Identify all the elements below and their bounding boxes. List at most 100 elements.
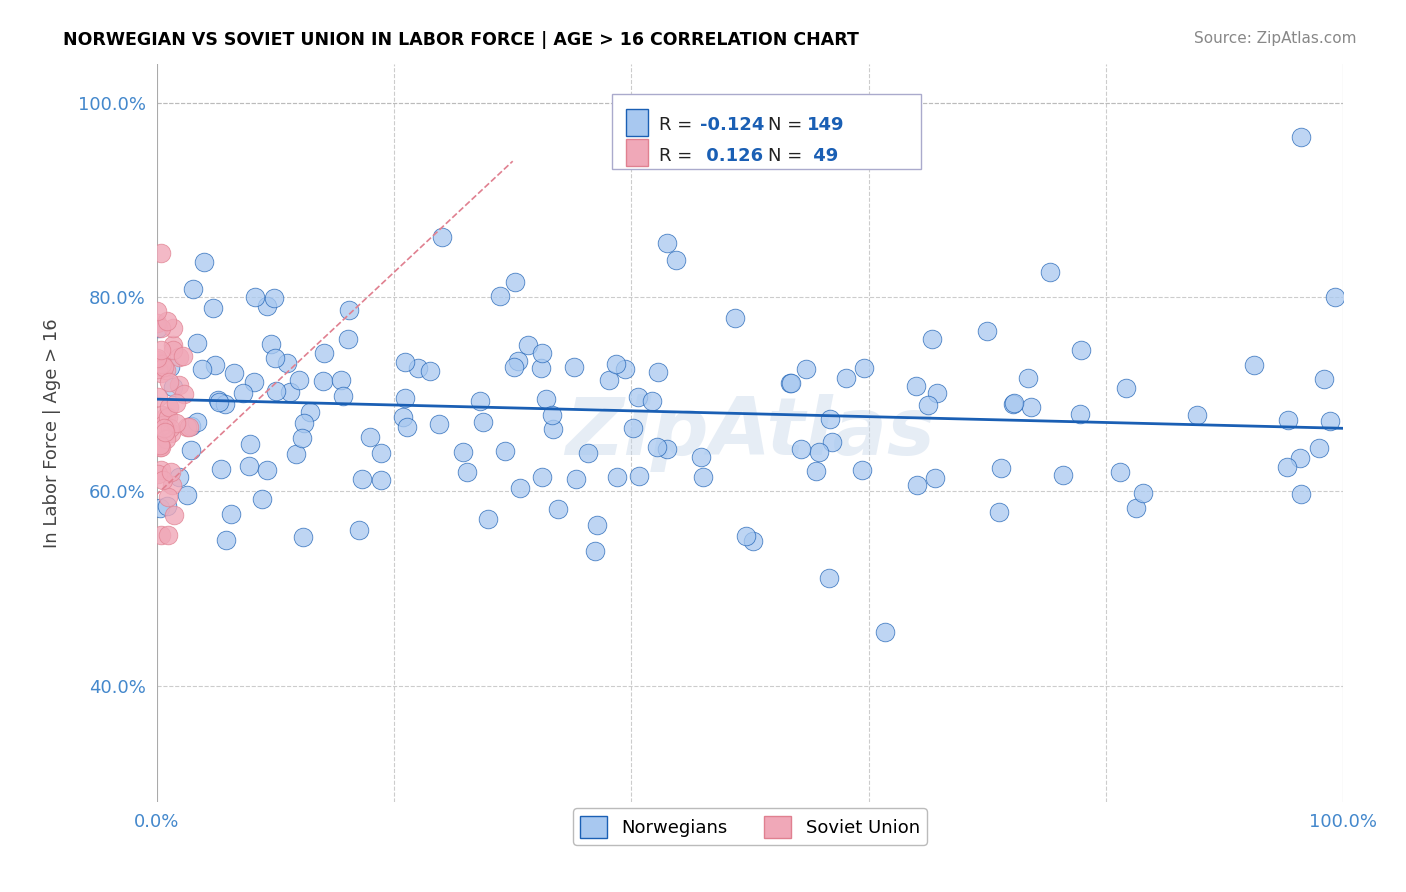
Text: Source: ZipAtlas.com: Source: ZipAtlas.com xyxy=(1194,31,1357,46)
Point xyxy=(149,528,172,542)
Point xyxy=(531,346,554,360)
Point xyxy=(614,361,637,376)
Point xyxy=(314,346,336,360)
Point xyxy=(451,444,474,458)
Point xyxy=(517,338,540,352)
Point xyxy=(232,386,254,401)
Point xyxy=(155,409,177,424)
Point xyxy=(790,442,813,457)
Point xyxy=(260,337,283,351)
Point xyxy=(146,321,169,335)
Point xyxy=(820,412,842,426)
Point xyxy=(779,376,801,390)
Point xyxy=(665,253,688,268)
Point xyxy=(155,363,177,377)
Point xyxy=(264,384,287,398)
Point xyxy=(181,282,204,296)
Point xyxy=(146,390,169,404)
Point xyxy=(186,415,208,429)
Point xyxy=(290,431,312,445)
Point xyxy=(370,446,392,460)
Point xyxy=(1002,395,1025,409)
Text: ZipAtlas: ZipAtlas xyxy=(565,394,935,472)
Point xyxy=(149,441,172,455)
Point xyxy=(804,464,827,478)
Text: N =: N = xyxy=(768,116,807,135)
Text: 149: 149 xyxy=(807,116,845,135)
Point xyxy=(394,355,416,369)
Point xyxy=(347,524,370,538)
Point xyxy=(162,343,184,357)
Point xyxy=(628,468,651,483)
Point xyxy=(312,374,335,388)
Point xyxy=(214,397,236,411)
Point xyxy=(1288,450,1310,465)
Point xyxy=(477,512,499,526)
Point xyxy=(1275,460,1298,475)
Point xyxy=(692,470,714,484)
Point xyxy=(156,314,179,328)
Point xyxy=(153,425,176,439)
Point xyxy=(292,416,315,430)
Point xyxy=(242,375,264,389)
Text: NORWEGIAN VS SOVIET UNION IN LABOR FORCE | AGE > 16 CORRELATION CHART: NORWEGIAN VS SOVIET UNION IN LABOR FORCE… xyxy=(63,31,859,49)
Point xyxy=(285,447,308,461)
Point xyxy=(621,421,644,435)
Point xyxy=(976,324,998,338)
Point xyxy=(149,367,172,381)
Point xyxy=(159,359,181,374)
Point xyxy=(332,388,354,402)
Point xyxy=(177,419,200,434)
Point xyxy=(821,435,844,450)
Point xyxy=(370,473,392,487)
Point xyxy=(298,405,321,419)
Point xyxy=(162,380,184,394)
Point xyxy=(278,385,301,400)
Point xyxy=(1291,129,1313,144)
Point xyxy=(835,371,858,385)
Point xyxy=(741,534,763,549)
Point xyxy=(796,362,818,376)
Point xyxy=(193,254,215,268)
Point xyxy=(146,316,169,330)
Point xyxy=(149,321,172,335)
Point xyxy=(394,391,416,405)
Point xyxy=(470,393,492,408)
Point xyxy=(540,409,562,423)
Point xyxy=(221,507,243,521)
Point xyxy=(238,458,260,473)
Point xyxy=(207,393,229,408)
Text: R =: R = xyxy=(659,116,699,135)
Point xyxy=(163,508,186,522)
Point xyxy=(330,373,353,387)
Point xyxy=(925,385,948,400)
Point xyxy=(149,343,172,357)
Point xyxy=(494,444,516,458)
Point xyxy=(288,373,311,387)
Point xyxy=(576,446,599,460)
Point xyxy=(1069,407,1091,421)
Legend: Norwegians, Soviet Union: Norwegians, Soviet Union xyxy=(572,808,927,845)
Text: R =: R = xyxy=(659,147,699,165)
Point xyxy=(1052,467,1074,482)
Point xyxy=(1323,290,1346,304)
Point xyxy=(239,437,262,451)
Point xyxy=(534,392,557,407)
Point xyxy=(905,477,928,491)
Point xyxy=(1243,358,1265,372)
Point xyxy=(156,528,179,542)
Point xyxy=(817,571,839,585)
Point xyxy=(152,417,174,432)
Point xyxy=(156,410,179,425)
Point xyxy=(337,332,360,346)
Point xyxy=(149,500,172,515)
Point xyxy=(150,440,173,454)
Point xyxy=(1019,400,1042,414)
Point xyxy=(598,373,620,387)
Point xyxy=(851,463,873,477)
Point xyxy=(471,415,494,429)
Point xyxy=(146,353,169,368)
Point xyxy=(208,395,231,409)
Point xyxy=(583,543,606,558)
Point xyxy=(1312,372,1334,386)
